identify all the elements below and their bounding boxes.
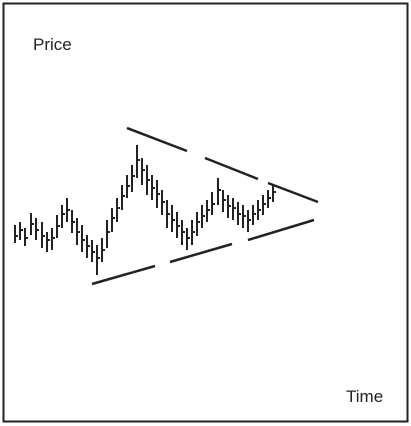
frame <box>2 2 409 423</box>
price-label: Price <box>33 35 72 54</box>
price-bars <box>14 145 276 275</box>
upper-trendline <box>126 126 319 204</box>
lower-trendline <box>91 218 315 286</box>
time-label: Time <box>346 387 383 406</box>
